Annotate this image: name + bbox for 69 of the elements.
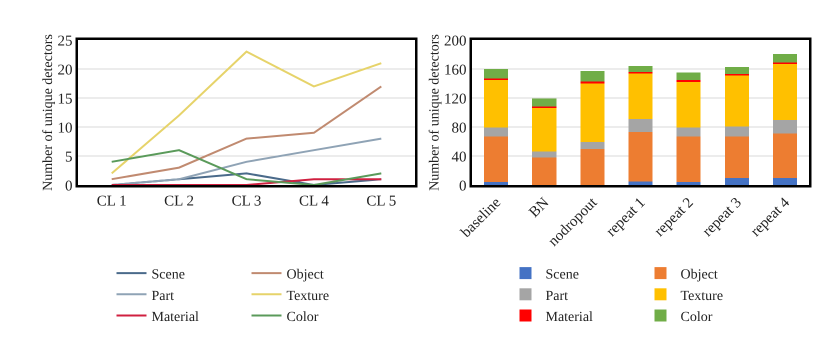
legend-label: Material bbox=[152, 310, 200, 325]
y-tick-label: 25 bbox=[58, 33, 72, 50]
line-series bbox=[110, 85, 382, 180]
y-axis-title: Number of unique detectors bbox=[427, 34, 442, 191]
bar bbox=[676, 72, 701, 80]
legend-label: Color bbox=[286, 310, 319, 325]
bar bbox=[628, 181, 653, 185]
bar bbox=[628, 132, 653, 182]
x-tick-label: CL 3 bbox=[232, 194, 262, 210]
bar bbox=[532, 157, 556, 185]
bar bbox=[484, 182, 508, 185]
bar bbox=[676, 128, 701, 136]
bar bbox=[532, 108, 556, 152]
y-tick-label: 40 bbox=[452, 149, 466, 166]
y-tick-label: 15 bbox=[58, 91, 72, 108]
legend-label: Color bbox=[680, 310, 713, 325]
bar bbox=[676, 136, 701, 182]
bar bbox=[484, 69, 508, 78]
bar bbox=[676, 182, 701, 185]
bar bbox=[628, 73, 653, 120]
y-tick-label: 0 bbox=[459, 178, 466, 194]
bar bbox=[676, 80, 701, 82]
bar bbox=[532, 152, 556, 158]
x-tick-label: CL 5 bbox=[366, 194, 396, 210]
bar bbox=[532, 98, 556, 107]
bar bbox=[580, 71, 604, 82]
bar bbox=[772, 64, 797, 120]
x-tick-label: CL 4 bbox=[298, 194, 330, 210]
y-tick-label: 0 bbox=[65, 178, 72, 194]
bar bbox=[580, 84, 604, 142]
legend-label: Object bbox=[286, 268, 324, 283]
bar bbox=[676, 82, 701, 128]
bar bbox=[628, 119, 653, 132]
legend-label: Material bbox=[546, 310, 594, 325]
bar bbox=[724, 66, 749, 74]
legend-label: Part bbox=[152, 288, 174, 304]
bar bbox=[580, 142, 604, 149]
line-series bbox=[110, 149, 382, 185]
bar bbox=[724, 178, 749, 185]
y-tick-label: 200 bbox=[444, 33, 466, 50]
bar bbox=[772, 120, 797, 134]
y-tick-label: 5 bbox=[65, 149, 72, 166]
y-tick-label: 120 bbox=[444, 91, 466, 108]
legend-label: Texture bbox=[286, 288, 330, 304]
bar bbox=[484, 136, 508, 182]
legend-label: Object bbox=[680, 268, 718, 283]
bar bbox=[484, 128, 508, 136]
y-axis-title: Number of unique detectors bbox=[40, 34, 56, 191]
y-tick-label: 20 bbox=[58, 62, 72, 78]
x-tick-label: CL 1 bbox=[96, 194, 127, 210]
bar bbox=[724, 126, 749, 136]
legend-label: Scene bbox=[546, 268, 579, 283]
y-tick-label: 10 bbox=[58, 120, 72, 136]
y-tick-label: 160 bbox=[444, 62, 466, 78]
bar bbox=[484, 80, 508, 128]
line-series bbox=[110, 50, 382, 174]
legend-label: Scene bbox=[152, 268, 185, 283]
bar bbox=[772, 134, 797, 178]
x-tick-label: CL 2 bbox=[164, 194, 194, 210]
bar bbox=[772, 54, 797, 62]
x-tick-label: BN bbox=[526, 194, 552, 221]
y-tick-label: 80 bbox=[452, 120, 466, 136]
legend-label: Part bbox=[546, 288, 568, 304]
bar bbox=[628, 66, 653, 72]
bar bbox=[724, 76, 749, 126]
bar bbox=[580, 148, 604, 185]
bar bbox=[772, 178, 797, 185]
bar bbox=[724, 136, 749, 178]
legend-label: Texture bbox=[680, 288, 724, 304]
